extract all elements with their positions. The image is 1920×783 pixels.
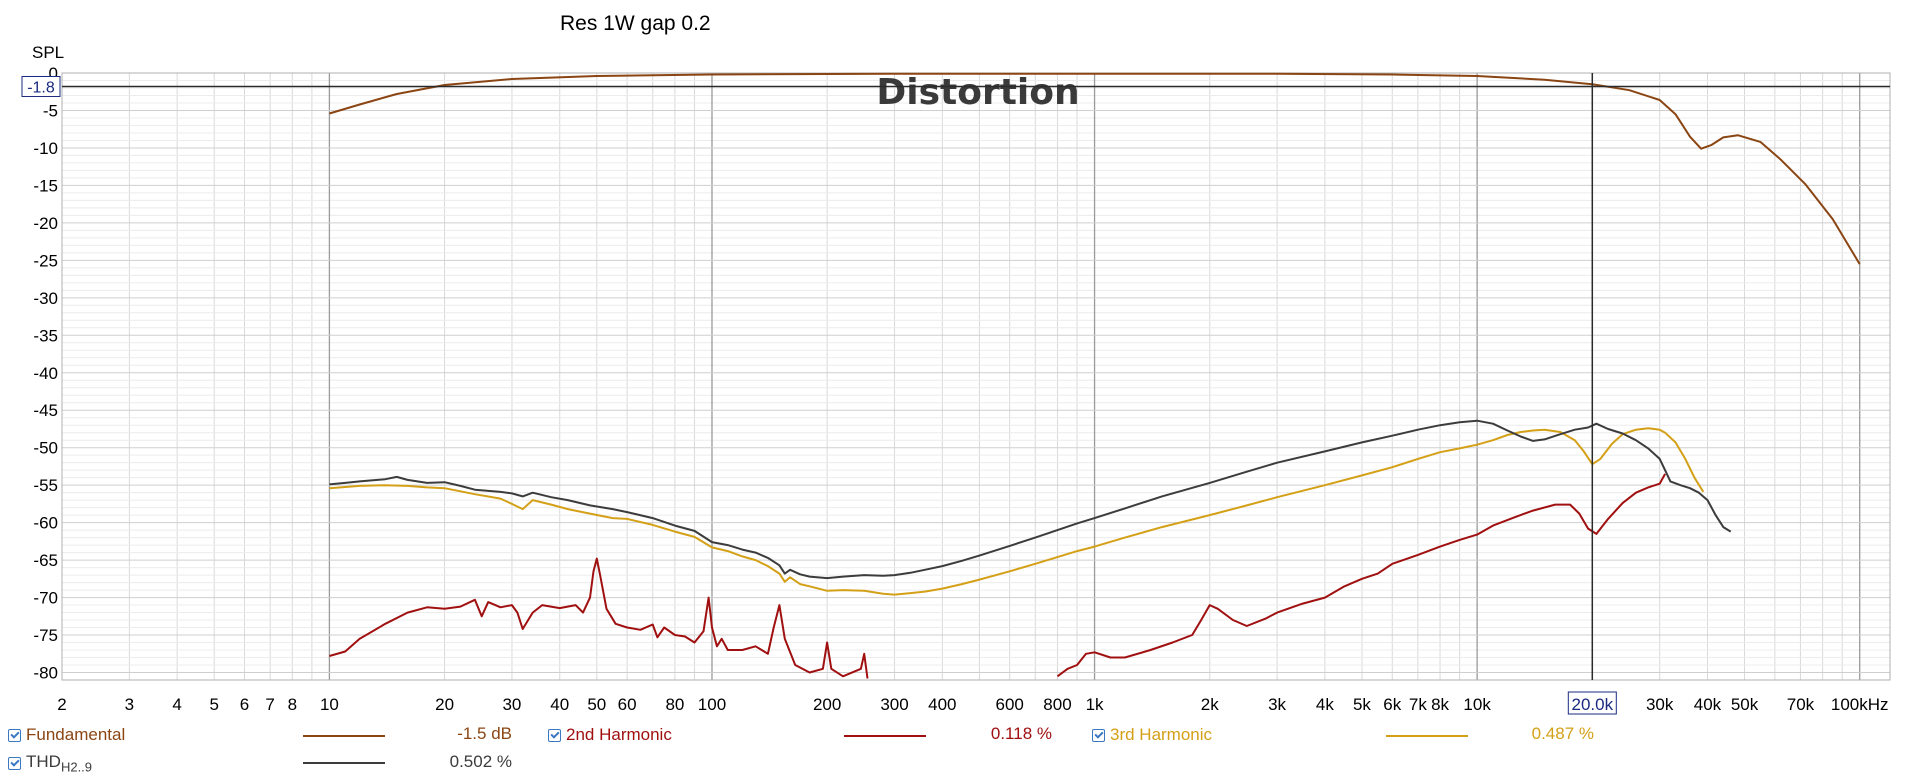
- x-tick-label: 20: [435, 695, 454, 714]
- legend-name-thd: THDH2..9: [26, 752, 92, 774]
- y-tick-label: -45: [33, 401, 58, 420]
- y-tick-label: -25: [33, 251, 58, 270]
- y-axis-label: SPL: [32, 43, 64, 62]
- thd-checkbox[interactable]: [8, 756, 21, 770]
- x-tick-label: 6: [240, 695, 249, 714]
- y-tick-label: -50: [33, 439, 58, 458]
- legend-line-fundamental: [303, 735, 385, 737]
- y-tick-label: -75: [33, 626, 58, 645]
- 2nd-harmonic-checkbox[interactable]: [548, 728, 561, 742]
- x-tick-label: 3k: [1268, 695, 1286, 714]
- series-line-2: [1056, 473, 1666, 678]
- watermark-label: Distortion: [876, 72, 1079, 113]
- y-tick-label: 0: [49, 64, 58, 83]
- x-tick-label: 10k: [1463, 695, 1491, 714]
- series-line-1: [329, 557, 869, 679]
- legend-value-thd: 0.502 %: [449, 752, 512, 771]
- x-tick-label: 2: [57, 695, 66, 714]
- legend-name-fundamental: Fundamental: [26, 725, 126, 744]
- y-tick-label: -70: [33, 589, 58, 608]
- y-tick-label: -60: [33, 514, 58, 533]
- x-tick-label: 30: [502, 695, 521, 714]
- x-axis-ticks: 2 3 4 5 6 7 8 10 20 30 40 50 60 80 100 200 300 400 600 800 1…: [57, 695, 1888, 714]
- legend-line-3rd-harmonic: [1386, 735, 1468, 737]
- x-tick-label: 8k: [1431, 695, 1449, 714]
- x-tick-label: 1k: [1086, 695, 1104, 714]
- x-tick-label: 100kHz: [1831, 695, 1889, 714]
- legend-item-2nd-harmonic[interactable]: 2nd Harmonic: [548, 723, 678, 747]
- distortion-chart: Res 1W gap 0.2 SPL Distortion 0-5-10-15-…: [21, 12, 1891, 715]
- legend-name-3rd-harmonic: 3rd Harmonic: [1110, 725, 1213, 744]
- y-tick-label: -80: [33, 664, 58, 683]
- x-tick-label: 60: [618, 695, 637, 714]
- x-tick-label: 5: [210, 695, 219, 714]
- series-line-4: [329, 419, 1732, 580]
- x-tick-label: 200: [813, 695, 841, 714]
- x-tick-label: 7k: [1409, 695, 1427, 714]
- y-tick-label: -65: [33, 551, 58, 570]
- x-tick-label: 600: [995, 695, 1023, 714]
- x-tick-label: 4: [172, 695, 181, 714]
- x-tick-label: 50k: [1731, 695, 1759, 714]
- legend: Fundamental -1.5 dB 2nd Harmonic 0.118 %…: [0, 715, 1920, 783]
- x-tick-label: 40k: [1694, 695, 1722, 714]
- x-tick-label: 5k: [1353, 695, 1371, 714]
- x-tick-label: 6k: [1383, 695, 1401, 714]
- major-grid: [61, 72, 1891, 681]
- thd-name: THD: [26, 751, 61, 771]
- y-tick-label: -35: [33, 326, 58, 345]
- x-tick-label: 3: [125, 695, 134, 714]
- thd-name-sub: H2..9: [60, 759, 93, 775]
- cursor-y-readout: -1.8: [27, 79, 55, 96]
- legend-value-3rd-harmonic: 0.487 %: [1531, 724, 1594, 743]
- y-tick-label: -30: [33, 289, 58, 308]
- x-tick-label: 300: [880, 695, 908, 714]
- legend-item-3rd-harmonic[interactable]: 3rd Harmonic: [1092, 723, 1218, 747]
- legend-line-thd: [303, 762, 385, 764]
- y-tick-label: -40: [33, 364, 58, 383]
- x-tick-label: 8: [288, 695, 297, 714]
- legend-line-2nd-harmonic: [844, 735, 926, 737]
- x-tick-label: 70k: [1787, 695, 1815, 714]
- legend-name-2nd-harmonic: 2nd Harmonic: [566, 725, 672, 744]
- y-axis-ticks: 0 -5 -10 -15 -20 -25 -30 -35 -40 -45 -50 -55 -60 -65 -…: [33, 64, 58, 683]
- x-tick-label: 2k: [1201, 695, 1219, 714]
- x-tick-label: 50: [587, 695, 606, 714]
- y-tick-label: -10: [33, 139, 58, 158]
- cursor-layer[interactable]: -1.8 20.0k: [21, 73, 1890, 715]
- cursor-x-readout-box: [1567, 691, 1617, 715]
- legend-value-2nd-harmonic: 0.118 %: [990, 724, 1052, 743]
- x-tick-label: 100: [698, 695, 726, 714]
- series-line-3: [329, 427, 1705, 596]
- legend-value-fundamental: -1.5 dB: [457, 724, 512, 743]
- y-tick-label: -5: [43, 101, 58, 120]
- x-tick-label: 400: [928, 695, 956, 714]
- minor-grid: [61, 73, 1890, 681]
- y-tick-label: -55: [33, 476, 58, 495]
- x-tick-label: 30k: [1646, 695, 1674, 714]
- plot-frame: [61, 72, 1891, 681]
- cursor-x-readout: 20.0k: [1572, 695, 1614, 714]
- x-tick-label: 4k: [1316, 695, 1334, 714]
- x-tick-label: 7: [265, 695, 274, 714]
- x-tick-label: 800: [1043, 695, 1071, 714]
- y-tick-label: -15: [33, 176, 58, 195]
- x-tick-label: 80: [665, 695, 684, 714]
- x-tick-label: 40: [550, 695, 569, 714]
- cursor-y-readout-box: [21, 75, 61, 97]
- y-tick-label: -20: [33, 214, 58, 233]
- fundamental-checkbox[interactable]: [8, 728, 21, 742]
- chart-title: Res 1W gap 0.2: [560, 12, 711, 35]
- x-tick-label: 10: [320, 695, 339, 714]
- legend-item-thd[interactable]: THDH2..9: [8, 751, 98, 775]
- legend-item-fundamental[interactable]: Fundamental: [8, 723, 131, 747]
- 3rd-harmonic-checkbox[interactable]: [1092, 728, 1105, 742]
